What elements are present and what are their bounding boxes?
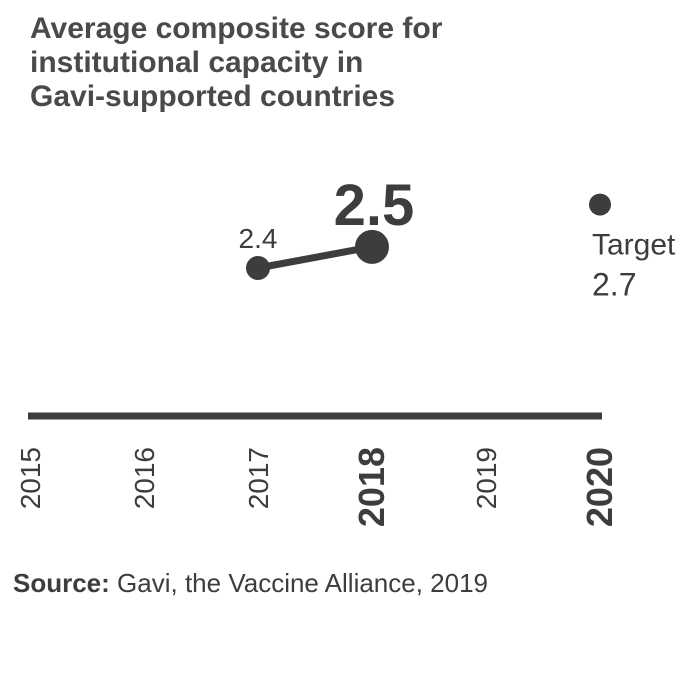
series-line xyxy=(254,243,376,272)
source-note: Source: Gavi, the Vaccine Alliance, 2019 xyxy=(13,568,488,599)
x-tick-label: 2015 xyxy=(15,447,46,509)
chart-area: 2015 2016 2017 2018 2019 2020 2.4 2.5 Target 2.7 xyxy=(15,173,676,527)
chart-title-line: Average composite score for xyxy=(30,12,443,45)
x-tick-label: 2016 xyxy=(129,447,160,509)
x-tick-label: 2017 xyxy=(243,447,274,509)
target-point xyxy=(589,193,611,216)
x-tick-label: 2018 xyxy=(351,447,392,527)
data-point xyxy=(355,229,389,264)
x-tick-label: 2019 xyxy=(471,447,502,509)
target-label: Target xyxy=(592,229,676,262)
target-value-label: 2.7 xyxy=(592,267,636,303)
x-tick-label: 2020 xyxy=(579,447,620,527)
chart-title-line: institutional capacity in xyxy=(30,46,364,79)
chart-title: Average composite score for institutiona… xyxy=(30,12,590,114)
source-label: Source: xyxy=(13,568,110,598)
chart-title-line: Gavi-supported countries xyxy=(30,80,396,113)
source-text: Gavi, the Vaccine Alliance, 2019 xyxy=(117,568,489,598)
data-label: 2.4 xyxy=(239,223,278,254)
data-point xyxy=(246,256,270,280)
data-label: 2.5 xyxy=(334,173,415,238)
